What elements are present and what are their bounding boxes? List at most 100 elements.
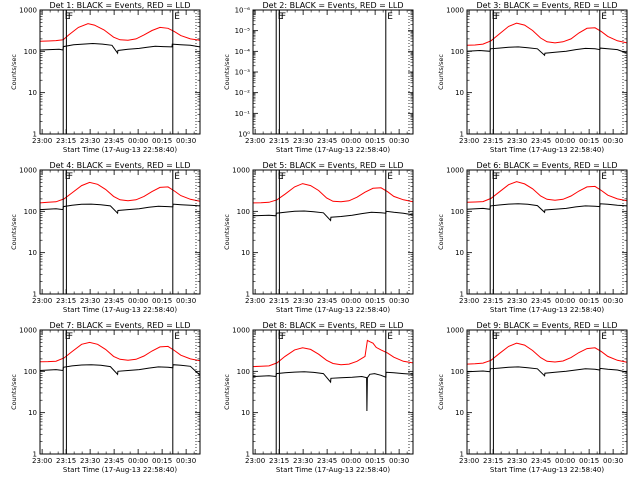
- y-axis-label: Counts/sec: [223, 54, 231, 90]
- x-tick-label: 00:15: [365, 457, 385, 465]
- x-tick-label: 00:15: [579, 137, 599, 145]
- flag-label: E: [65, 172, 71, 182]
- panel-det-2: Det 2: BLACK = Events, RED = LLD Counts/s…: [223, 1, 414, 154]
- flag-label: E: [387, 12, 393, 22]
- flag-label: E: [278, 12, 284, 22]
- panel-title: Det 6: BLACK = Events, RED = LLD: [477, 161, 618, 170]
- y-tick-label: 10: [455, 409, 464, 417]
- plot-frame: [39, 329, 201, 455]
- x-tick-label: 00:30: [176, 457, 196, 465]
- plot-frame: [252, 169, 414, 295]
- x-tick-label: 00:00: [128, 297, 148, 305]
- plot-frame: [39, 169, 201, 295]
- y-tick-label: 100: [237, 368, 250, 376]
- flag-label: F: [281, 12, 286, 22]
- y-tick-label: 10: [241, 249, 250, 257]
- panel-det-6: Det 6: BLACK = Events, RED = LLD Counts/s…: [437, 161, 628, 314]
- flag-label: E: [174, 12, 180, 22]
- panel-title: Det 2: BLACK = Events, RED = LLD: [263, 1, 404, 10]
- flag-label: F: [495, 12, 500, 22]
- y-tick-label: 1000: [19, 7, 37, 15]
- panel-title: Det 1: BLACK = Events, RED = LLD: [50, 1, 191, 10]
- y-tick-label: 10⁻²: [235, 89, 251, 97]
- x-tick-label: 00:30: [603, 297, 623, 305]
- y-tick-label: 100: [24, 368, 37, 376]
- y-tick-label: 1: [33, 131, 37, 139]
- x-tick-label: 00:15: [579, 297, 599, 305]
- x-tick-label: 23:45: [531, 137, 551, 145]
- x-tick-label: 00:00: [341, 457, 361, 465]
- x-tick-label: 23:00: [32, 457, 52, 465]
- x-tick-label: 23:15: [56, 297, 76, 305]
- plot-frame: [39, 9, 201, 135]
- x-tick-label: 23:45: [317, 297, 337, 305]
- flag-label: E: [278, 332, 284, 342]
- x-tick-label: 23:00: [32, 297, 52, 305]
- y-tick-label: 10: [241, 409, 250, 417]
- x-tick-label: 23:30: [80, 457, 100, 465]
- x-tick-label: 23:15: [269, 297, 289, 305]
- x-tick-label: 23:45: [317, 137, 337, 145]
- panel-title: Det 4: BLACK = Events, RED = LLD: [50, 161, 191, 170]
- x-tick-label: 23:30: [507, 137, 527, 145]
- x-tick-label: 00:30: [176, 137, 196, 145]
- y-tick-label: 10: [28, 409, 37, 417]
- flag-label: E: [492, 12, 498, 22]
- x-tick-label: 23:00: [245, 457, 265, 465]
- panel-title: Det 5: BLACK = Events, RED = LLD: [263, 161, 404, 170]
- panel-title: Det 3: BLACK = Events, RED = LLD: [477, 1, 618, 10]
- y-tick-label: 1: [246, 291, 250, 299]
- x-tick-label: 23:00: [32, 137, 52, 145]
- flag-label: E: [174, 332, 180, 342]
- flag-label: E: [387, 172, 393, 182]
- y-tick-label: 1000: [446, 327, 464, 335]
- flag-label: E: [65, 332, 71, 342]
- x-tick-label: 23:30: [293, 137, 313, 145]
- series-line-lld: [40, 23, 200, 42]
- y-tick-label: 10: [455, 89, 464, 97]
- y-tick-label: 1: [33, 291, 37, 299]
- x-tick-label: 00:00: [555, 457, 575, 465]
- panel-det-1: Det 1: BLACK = Events, RED = LLD Counts/s…: [10, 1, 201, 154]
- flag-label: F: [68, 12, 73, 22]
- panel-det-7: Det 7: BLACK = Events, RED = LLD Counts/s…: [10, 321, 201, 474]
- y-tick-label: 10⁻¹: [235, 110, 251, 118]
- flag-label: E: [492, 172, 498, 182]
- x-tick-label: 23:00: [459, 137, 479, 145]
- y-axis-label: Counts/sec: [437, 214, 445, 250]
- y-tick-label: 100: [24, 48, 37, 56]
- y-tick-label: 1000: [232, 167, 250, 175]
- y-tick-label: 1: [460, 131, 464, 139]
- x-tick-label: 23:00: [245, 297, 265, 305]
- y-tick-label: 100: [451, 368, 464, 376]
- x-tick-label: 23:15: [483, 137, 503, 145]
- y-tick-label: 100: [24, 208, 37, 216]
- y-tick-label: 10: [455, 249, 464, 257]
- x-tick-label: 23:00: [459, 297, 479, 305]
- x-tick-label: 00:15: [152, 137, 172, 145]
- flag-label: E: [601, 332, 607, 342]
- panel-det-4: Det 4: BLACK = Events, RED = LLD Counts/s…: [10, 161, 201, 314]
- x-tick-label: 23:00: [245, 137, 265, 145]
- x-tick-label: 00:00: [341, 297, 361, 305]
- x-tick-label: 23:30: [293, 457, 313, 465]
- y-tick-label: 1: [460, 291, 464, 299]
- x-tick-label: 23:30: [80, 137, 100, 145]
- x-tick-label: 23:30: [293, 297, 313, 305]
- panel-title: Det 8: BLACK = Events, RED = LLD: [263, 321, 404, 330]
- y-tick-label: 10: [28, 89, 37, 97]
- flag-label: E: [174, 172, 180, 182]
- y-tick-label: 1: [460, 451, 464, 459]
- x-tick-label: 00:00: [341, 137, 361, 145]
- x-axis-label: Start Time (17-Aug-13 22:58:40): [63, 146, 177, 154]
- y-axis-label: Counts/sec: [437, 374, 445, 410]
- plot-frame: [252, 329, 414, 455]
- y-tick-label: 10⁻⁶: [235, 7, 251, 15]
- y-tick-label: 1: [246, 451, 250, 459]
- y-tick-label: 10⁻⁴: [235, 48, 251, 56]
- x-tick-label: 00:00: [128, 457, 148, 465]
- x-tick-label: 00:30: [389, 457, 409, 465]
- panel-title: Det 9: BLACK = Events, RED = LLD: [477, 321, 618, 330]
